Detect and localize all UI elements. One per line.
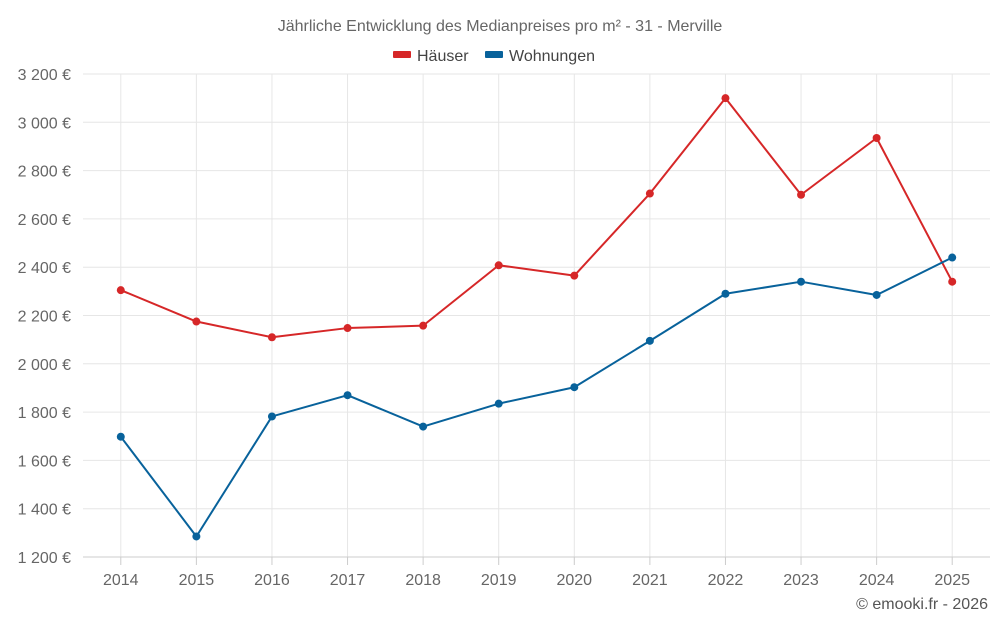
y-tick-label: 1 600 € — [18, 453, 71, 470]
data-point-1-2022[interactable] — [721, 289, 730, 298]
x-tick-label: 2014 — [103, 572, 139, 589]
x-tick-label: 2018 — [405, 572, 441, 589]
legend-item-wohnungen[interactable]: Wohnungen — [485, 48, 595, 65]
data-point-1-2015[interactable] — [192, 532, 201, 541]
data-point-1-2020[interactable] — [570, 383, 579, 392]
x-tick-label: 2024 — [859, 572, 895, 589]
data-point-1-2021[interactable] — [645, 336, 654, 345]
data-point-0-2022[interactable] — [721, 94, 730, 103]
x-tick-label: 2020 — [556, 572, 592, 589]
x-tick-label: 2022 — [708, 572, 744, 589]
data-point-0-2016[interactable] — [267, 333, 276, 342]
grid — [83, 73, 990, 558]
data-point-0-2017[interactable] — [343, 324, 352, 333]
chart-title: Jährliche Entwicklung des Medianpreises … — [278, 18, 723, 35]
x-tick-label: 2015 — [179, 572, 215, 589]
credit-text: © emooki.fr - 2026 — [856, 596, 988, 613]
y-tick-label: 1 200 € — [18, 550, 71, 567]
data-point-0-2015[interactable] — [192, 317, 201, 326]
data-point-1-2024[interactable] — [872, 290, 881, 299]
data-point-0-2021[interactable] — [645, 189, 654, 198]
data-point-1-2025[interactable] — [948, 253, 957, 262]
legend-item-haeuser[interactable]: Häuser — [393, 48, 469, 65]
x-tick-label: 2019 — [481, 572, 517, 589]
x-tick-label: 2016 — [254, 572, 290, 589]
y-tick-label: 1 400 € — [18, 502, 71, 519]
x-tick-label: 2025 — [934, 572, 970, 589]
legend-label-wohnungen: Wohnungen — [509, 48, 595, 65]
data-point-1-2014[interactable] — [116, 432, 125, 441]
legend-label-haeuser: Häuser — [417, 48, 469, 65]
data-point-1-2016[interactable] — [267, 412, 276, 421]
legend: Häuser Wohnungen — [393, 48, 595, 65]
x-tick-label: 2023 — [783, 572, 819, 589]
data-point-1-2023[interactable] — [797, 277, 806, 286]
data-point-0-2014[interactable] — [116, 286, 125, 295]
y-axis-ticks: 1 200 € 1 400 € 1 600 € 1 800 € 2 000 € 2 200… — [18, 67, 71, 567]
data-point-0-2023[interactable] — [797, 190, 806, 199]
y-tick-label: 1 800 € — [18, 405, 71, 422]
series-line-0 — [120, 97, 954, 339]
y-tick-label: 3 200 € — [18, 67, 71, 84]
x-axis-ticks: 2014 2015 2016 2017 2018 2019 2020 2021 2022 2023… — [83, 556, 990, 589]
y-tick-label: 2 600 € — [18, 212, 71, 229]
y-tick-label: 2 000 € — [18, 357, 71, 374]
y-tick-label: 3 000 € — [18, 115, 71, 132]
y-tick-label: 2 800 € — [18, 164, 71, 181]
legend-swatch-wohnungen — [485, 51, 503, 58]
series — [116, 94, 957, 541]
x-tick-label: 2017 — [330, 572, 366, 589]
legend-swatch-haeuser — [393, 51, 411, 58]
x-tick-label: 2021 — [632, 572, 668, 589]
data-point-1-2017[interactable] — [343, 391, 352, 400]
y-tick-label: 2 200 € — [18, 309, 71, 326]
data-point-1-2018[interactable] — [419, 422, 428, 431]
y-tick-label: 2 400 € — [18, 260, 71, 277]
data-point-0-2019[interactable] — [494, 261, 503, 270]
series-line-1 — [119, 256, 953, 538]
data-point-0-2025[interactable] — [948, 277, 957, 286]
data-point-0-2024[interactable] — [872, 133, 881, 142]
data-point-0-2020[interactable] — [570, 271, 579, 280]
data-point-0-2018[interactable] — [419, 321, 428, 330]
data-point-1-2019[interactable] — [494, 399, 503, 408]
